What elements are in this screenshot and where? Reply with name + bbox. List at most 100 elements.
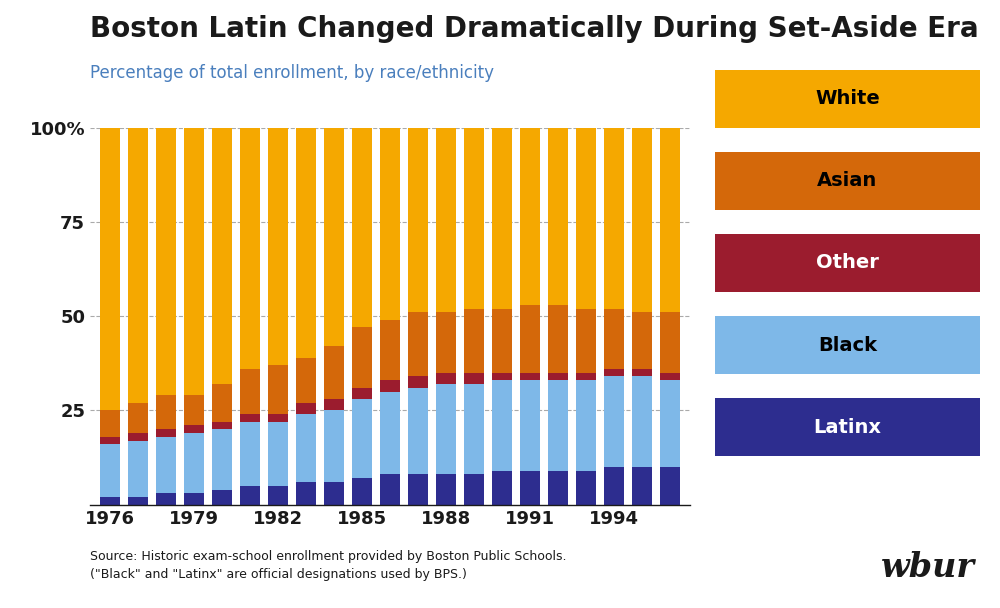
Bar (128, 128, 148, 403)
Bar (380, 474, 400, 505)
Bar (184, 395, 204, 426)
Bar (492, 380, 512, 471)
Bar (100, 128, 120, 410)
Bar (324, 410, 344, 482)
Bar (240, 486, 260, 505)
Bar (576, 309, 596, 373)
Bar (212, 422, 232, 429)
Text: Boston Latin Changed Dramatically During Set-Aside Era: Boston Latin Changed Dramatically During… (90, 15, 979, 43)
Bar (296, 358, 316, 403)
Bar (380, 320, 400, 380)
Bar (464, 474, 484, 505)
Bar (380, 128, 400, 320)
Bar (156, 437, 176, 493)
Bar (520, 305, 540, 373)
Bar (604, 467, 624, 505)
Bar (296, 128, 316, 358)
Bar (156, 128, 176, 395)
Bar (352, 328, 372, 388)
Bar (408, 474, 428, 505)
Bar (100, 437, 120, 444)
Bar (156, 429, 176, 437)
Bar (212, 489, 232, 505)
Bar (156, 493, 176, 505)
Bar (660, 467, 680, 505)
Bar (352, 388, 372, 399)
Bar (604, 376, 624, 467)
Bar (408, 128, 428, 313)
Bar (548, 128, 568, 305)
Bar (380, 392, 400, 474)
Bar (632, 376, 652, 467)
Bar (408, 376, 428, 388)
Bar (128, 441, 148, 497)
Bar (576, 380, 596, 471)
Bar (492, 128, 512, 309)
Bar (296, 482, 316, 505)
Bar (240, 414, 260, 422)
Text: Asian: Asian (817, 171, 878, 190)
Bar (352, 399, 372, 478)
Bar (324, 347, 344, 399)
Bar (100, 444, 120, 497)
Bar (352, 128, 372, 328)
Bar (212, 384, 232, 422)
Text: Source: Historic exam-school enrollment provided by Boston Public Schools.: Source: Historic exam-school enrollment … (90, 550, 566, 563)
Bar (408, 388, 428, 474)
Bar (632, 369, 652, 376)
Bar (520, 471, 540, 505)
Bar (492, 471, 512, 505)
Text: Percentage of total enrollment, by race/ethnicity: Percentage of total enrollment, by race/… (90, 64, 494, 82)
Bar (660, 313, 680, 373)
Bar (128, 403, 148, 433)
Text: White: White (815, 89, 880, 108)
Bar (240, 128, 260, 369)
Bar (156, 395, 176, 429)
Bar (324, 128, 344, 347)
Bar (296, 403, 316, 414)
Bar (268, 486, 288, 505)
Bar (632, 467, 652, 505)
Bar (520, 373, 540, 380)
Bar (436, 384, 456, 474)
Bar (576, 471, 596, 505)
Bar (128, 433, 148, 441)
Text: wbur: wbur (881, 551, 975, 584)
Bar (240, 422, 260, 486)
Bar (492, 373, 512, 380)
Bar (660, 128, 680, 313)
Text: Other: Other (816, 254, 879, 272)
Bar (212, 128, 232, 384)
Bar (548, 305, 568, 373)
Bar (464, 309, 484, 373)
Bar (184, 426, 204, 433)
Bar (576, 373, 596, 380)
Bar (436, 373, 456, 384)
Bar (184, 128, 204, 395)
Bar (324, 482, 344, 505)
Bar (548, 380, 568, 471)
Bar (520, 380, 540, 471)
Bar (380, 380, 400, 392)
Bar (212, 429, 232, 489)
Text: Latinx: Latinx (813, 418, 882, 437)
Bar (604, 128, 624, 309)
Bar (240, 369, 260, 414)
Text: ("Black" and "Latinx" are official designations used by BPS.): ("Black" and "Latinx" are official desig… (90, 568, 467, 581)
Bar (324, 399, 344, 410)
Bar (268, 365, 288, 414)
Bar (296, 414, 316, 482)
Bar (268, 128, 288, 365)
Bar (576, 128, 596, 309)
Bar (548, 471, 568, 505)
Bar (436, 128, 456, 313)
Bar (184, 493, 204, 505)
Bar (436, 313, 456, 373)
Bar (632, 128, 652, 313)
Bar (604, 369, 624, 376)
Bar (100, 497, 120, 505)
Bar (464, 128, 484, 309)
Bar (464, 384, 484, 474)
Bar (520, 128, 540, 305)
Bar (100, 410, 120, 437)
